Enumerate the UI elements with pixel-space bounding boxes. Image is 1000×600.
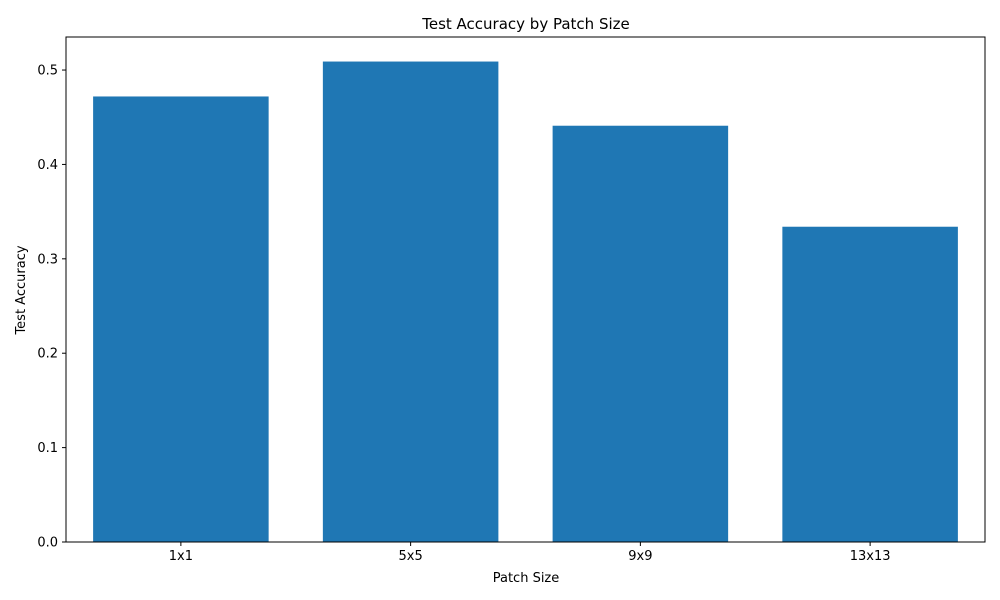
x-tick-label: 13x13	[850, 549, 891, 564]
x-axis-label: Patch Size	[493, 571, 560, 586]
y-tick-label: 0.2	[37, 347, 58, 362]
x-tick-label: 1x1	[169, 549, 193, 564]
x-axis: 1x1 5x5 9x9 13x13	[169, 542, 891, 564]
y-tick-label: 0.0	[37, 536, 58, 551]
y-tick-label: 0.1	[37, 441, 58, 456]
y-axis-label: Test Accuracy	[14, 245, 29, 335]
plot-frame	[65, 36, 986, 543]
bar-5x5	[322, 61, 499, 543]
x-tick-label: 5x5	[399, 549, 423, 564]
y-tick-label: 0.5	[37, 64, 58, 79]
y-axis: 0.0 0.1 0.2 0.3 0.4 0.5	[37, 64, 66, 551]
bar-13x13	[782, 226, 958, 542]
bar-1x1	[93, 96, 269, 543]
y-tick-label: 0.3	[37, 252, 58, 267]
chart-title: Test Accuracy by Patch Size	[421, 15, 629, 33]
bar-9x9	[552, 125, 729, 542]
y-tick-label: 0.4	[37, 158, 58, 173]
bars-group	[93, 61, 958, 543]
x-tick-label: 9x9	[628, 549, 652, 564]
